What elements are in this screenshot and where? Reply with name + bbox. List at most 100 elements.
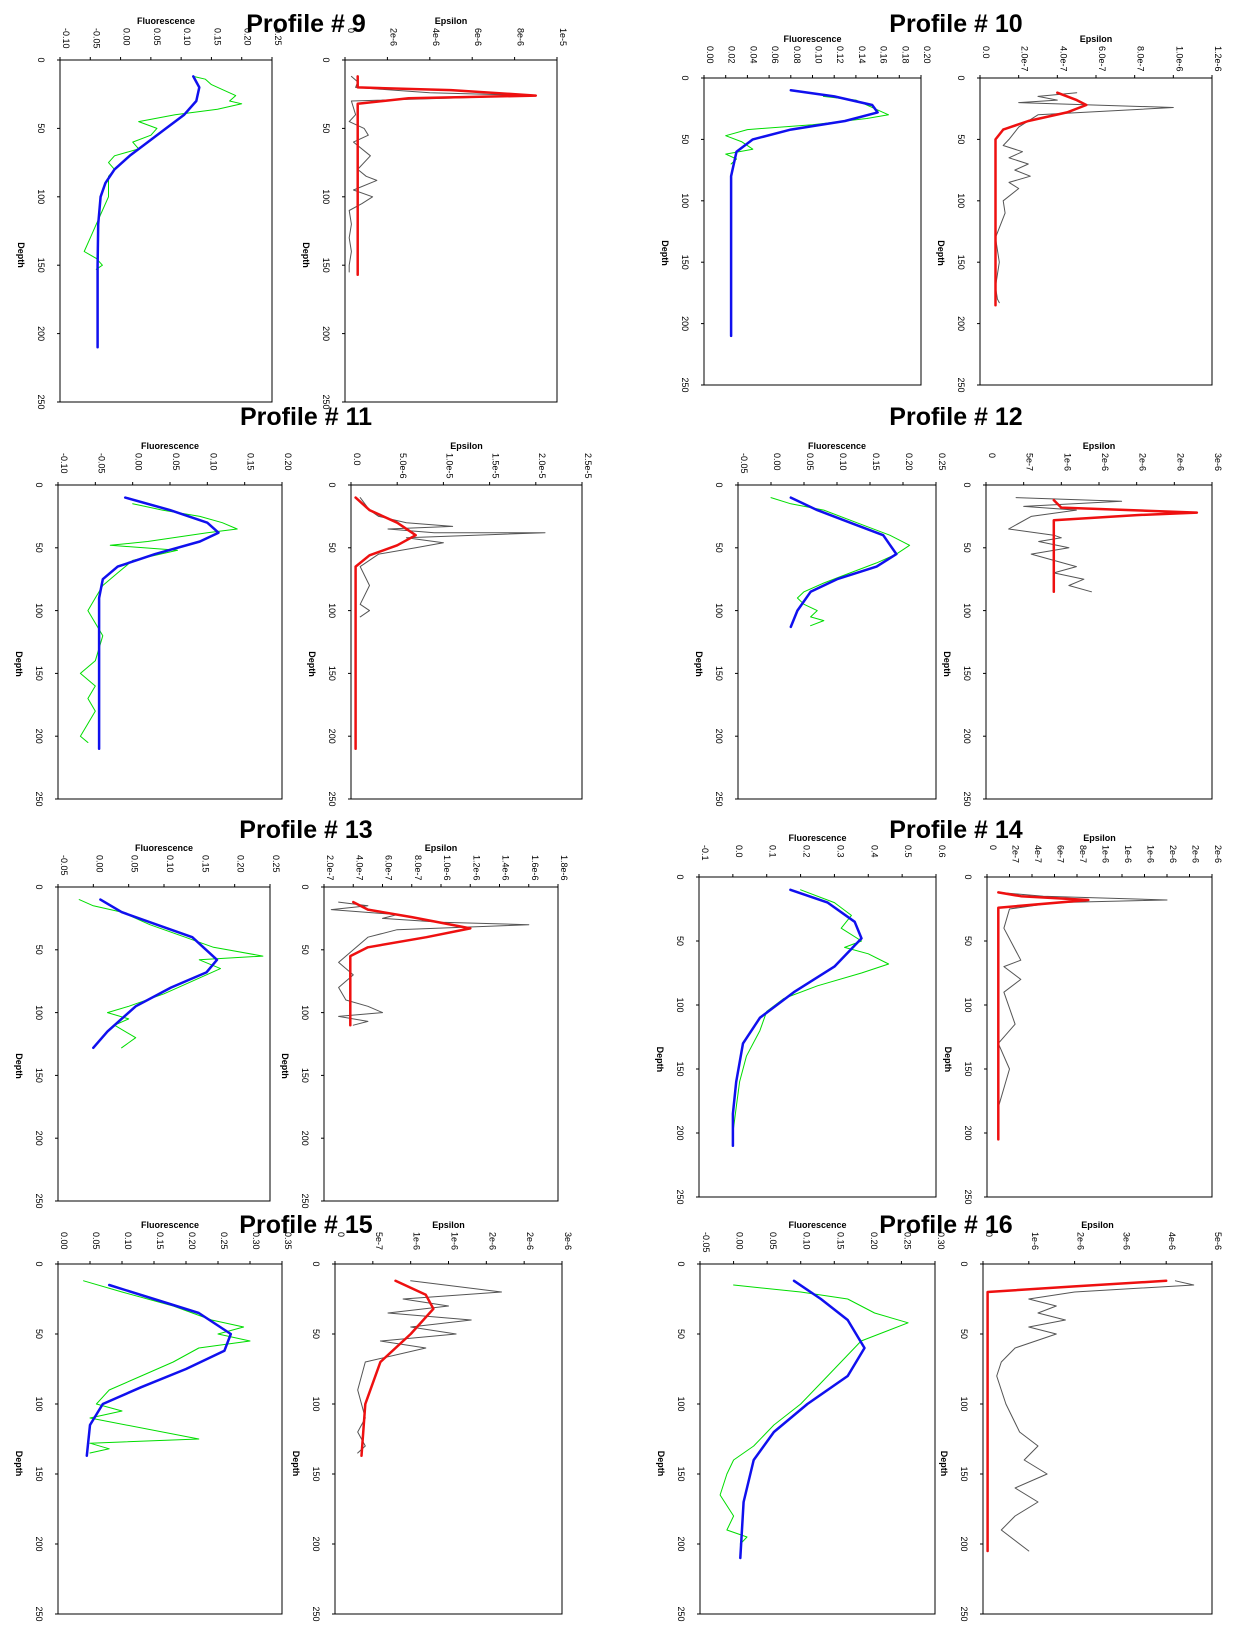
y-axis-title: Depth xyxy=(939,1451,949,1477)
y-tick-label: 50 xyxy=(36,123,46,133)
y-tick-label: 50 xyxy=(714,543,724,553)
profile-title: Profile # 15 xyxy=(239,1211,372,1239)
y-tick-label: 200 xyxy=(34,1536,44,1551)
y-tick-label: 0 xyxy=(675,874,685,879)
plot-frame xyxy=(350,484,583,800)
epsilon-panel: Epsilon 0 5e-7 1e-6 1e-6 2e-6 2e-6 3e-6 0 50 100 15… xyxy=(291,1220,573,1622)
y-tick-label: 100 xyxy=(34,1005,44,1020)
x-tick-label: 0.00 xyxy=(134,453,144,471)
epsilon-panel: Epsilon 0 1e-6 2e-6 3e-6 4e-6 5e-6 0 50 100 150 200… xyxy=(939,1220,1223,1622)
y-tick-label: 150 xyxy=(34,1068,44,1083)
y-tick-label: 0 xyxy=(962,482,972,487)
x-tick-label: 5e-6 xyxy=(1213,1232,1223,1250)
x-tick-label: 0 xyxy=(984,1232,994,1237)
epsilon-panel: Epsilon 0 2e-6 4e-6 6e-6 8e-6 1e-5 0 50 100 150 200… xyxy=(301,16,568,410)
y-tick-label: 100 xyxy=(300,1005,310,1020)
x-tick-label: 2e-6 xyxy=(525,1232,535,1250)
x-tick-label: 0.02 xyxy=(727,46,737,64)
y-tick-label: 50 xyxy=(956,134,966,144)
x-tick-label: 0.0 xyxy=(981,46,991,59)
x-axis-title: Fluorescence xyxy=(137,16,195,26)
x-tick-label: 0.20 xyxy=(283,453,293,471)
y-tick-label: 200 xyxy=(300,1131,310,1146)
profile-title: Profile # 14 xyxy=(889,816,1022,844)
epsilon-fit-line xyxy=(360,1279,435,1458)
fluorescence-fit-line xyxy=(729,89,879,338)
epsilon-data-line xyxy=(348,75,537,273)
y-tick-label: 100 xyxy=(962,603,972,618)
x-tick-label: 0.05 xyxy=(152,28,162,46)
y-tick-label: 0 xyxy=(956,75,966,80)
x-tick-label: 0.10 xyxy=(182,28,192,46)
y-tick-label: 150 xyxy=(34,1466,44,1481)
x-tick-label: 1.5e-5 xyxy=(491,453,501,479)
x-tick-label: 0.20 xyxy=(243,28,253,46)
x-tick-label: 0.15 xyxy=(155,1232,165,1250)
x-tick-label: 0.0 xyxy=(734,845,744,858)
plot-frame xyxy=(57,886,271,1202)
x-tick-label: 0.05 xyxy=(91,1232,101,1250)
y-tick-label: 200 xyxy=(327,729,337,744)
y-axis-title: Depth xyxy=(942,651,952,677)
epsilon-panel: Epsilon 2.0e-7 4.0e-7 6.0e-7 8.0e-7 1.0e-6 1.2… xyxy=(280,843,569,1209)
y-tick-label: 100 xyxy=(956,193,966,208)
y-tick-label: 50 xyxy=(300,945,310,955)
x-tick-label: 1.0e-6 xyxy=(442,855,452,881)
y-tick-label: 150 xyxy=(675,1061,685,1076)
x-tick-label: 2e-6 xyxy=(1138,453,1148,471)
y-tick-label: 100 xyxy=(680,193,690,208)
y-tick-label: 200 xyxy=(959,1536,969,1551)
epsilon-data-line xyxy=(995,92,1174,304)
x-tick-label: 3e-6 xyxy=(1213,453,1223,471)
x-tick-label: 0.15 xyxy=(835,1232,845,1250)
y-tick-label: 200 xyxy=(714,729,724,744)
y-tick-label: 200 xyxy=(675,1125,685,1140)
epsilon-panel: Epsilon 0 2e-7 4e-7 6e-7 8e-7 1e-6 1e-6 1e-6 2e-6… xyxy=(943,833,1223,1205)
x-tick-label: -0.10 xyxy=(61,28,71,49)
profile-6-group: Profile # 15 Fluorescence 0.00 0.05 0.10 0.15… xyxy=(14,1211,573,1622)
y-axis-title: Depth xyxy=(280,1053,290,1079)
x-tick-label: 1e-6 xyxy=(1123,845,1133,863)
x-tick-label: 0.10 xyxy=(123,1232,133,1250)
y-tick-label: 200 xyxy=(311,1536,321,1551)
x-tick-label: 6e-7 xyxy=(1056,845,1066,863)
y-tick-label: 250 xyxy=(680,377,690,392)
y-tick-label: 0 xyxy=(676,1261,686,1266)
plot-frame xyxy=(698,876,937,1198)
x-tick-label: 0.00 xyxy=(735,1232,745,1250)
y-tick-label: 150 xyxy=(963,1061,973,1076)
x-tick-label: 0.14 xyxy=(857,46,867,64)
y-tick-label: 200 xyxy=(321,326,331,341)
x-tick-label: 0.5 xyxy=(903,845,913,858)
plot-frame xyxy=(986,876,1213,1198)
fluorescence-data-line xyxy=(732,889,890,1140)
x-tick-label: 2e-6 xyxy=(388,28,398,46)
fluorescence-fit-line xyxy=(96,75,201,349)
x-tick-label: 0.12 xyxy=(835,46,845,64)
plot-frame xyxy=(737,484,937,800)
epsilon-fit-line xyxy=(1052,498,1199,594)
y-tick-label: 150 xyxy=(714,666,724,681)
x-tick-label: 0.00 xyxy=(122,28,132,46)
x-tick-label: -0.05 xyxy=(91,28,101,49)
y-tick-label: 250 xyxy=(962,791,972,806)
x-tick-label: 2.0e-5 xyxy=(537,453,547,479)
y-tick-label: 50 xyxy=(676,1329,686,1339)
y-tick-label: 200 xyxy=(963,1125,973,1140)
y-tick-label: 150 xyxy=(676,1466,686,1481)
fluorescence-fit-line xyxy=(92,898,219,1050)
epsilon-fit-line xyxy=(997,891,1090,1141)
x-tick-label: 5e-7 xyxy=(1025,453,1035,471)
x-tick-label: -0.05 xyxy=(739,453,749,474)
x-tick-label: 1e-6 xyxy=(1030,1232,1040,1250)
y-tick-label: 100 xyxy=(959,1396,969,1411)
y-tick-label: 200 xyxy=(676,1536,686,1551)
x-axis-title: Fluorescence xyxy=(141,441,199,451)
y-tick-label: 100 xyxy=(34,603,44,618)
x-tick-label: 1.0e-6 xyxy=(1174,46,1184,72)
x-tick-label: 2e-6 xyxy=(1168,845,1178,863)
x-tick-label: 4e-6 xyxy=(431,28,441,46)
y-tick-label: 200 xyxy=(956,316,966,331)
x-tick-label: 5e-7 xyxy=(374,1232,384,1250)
